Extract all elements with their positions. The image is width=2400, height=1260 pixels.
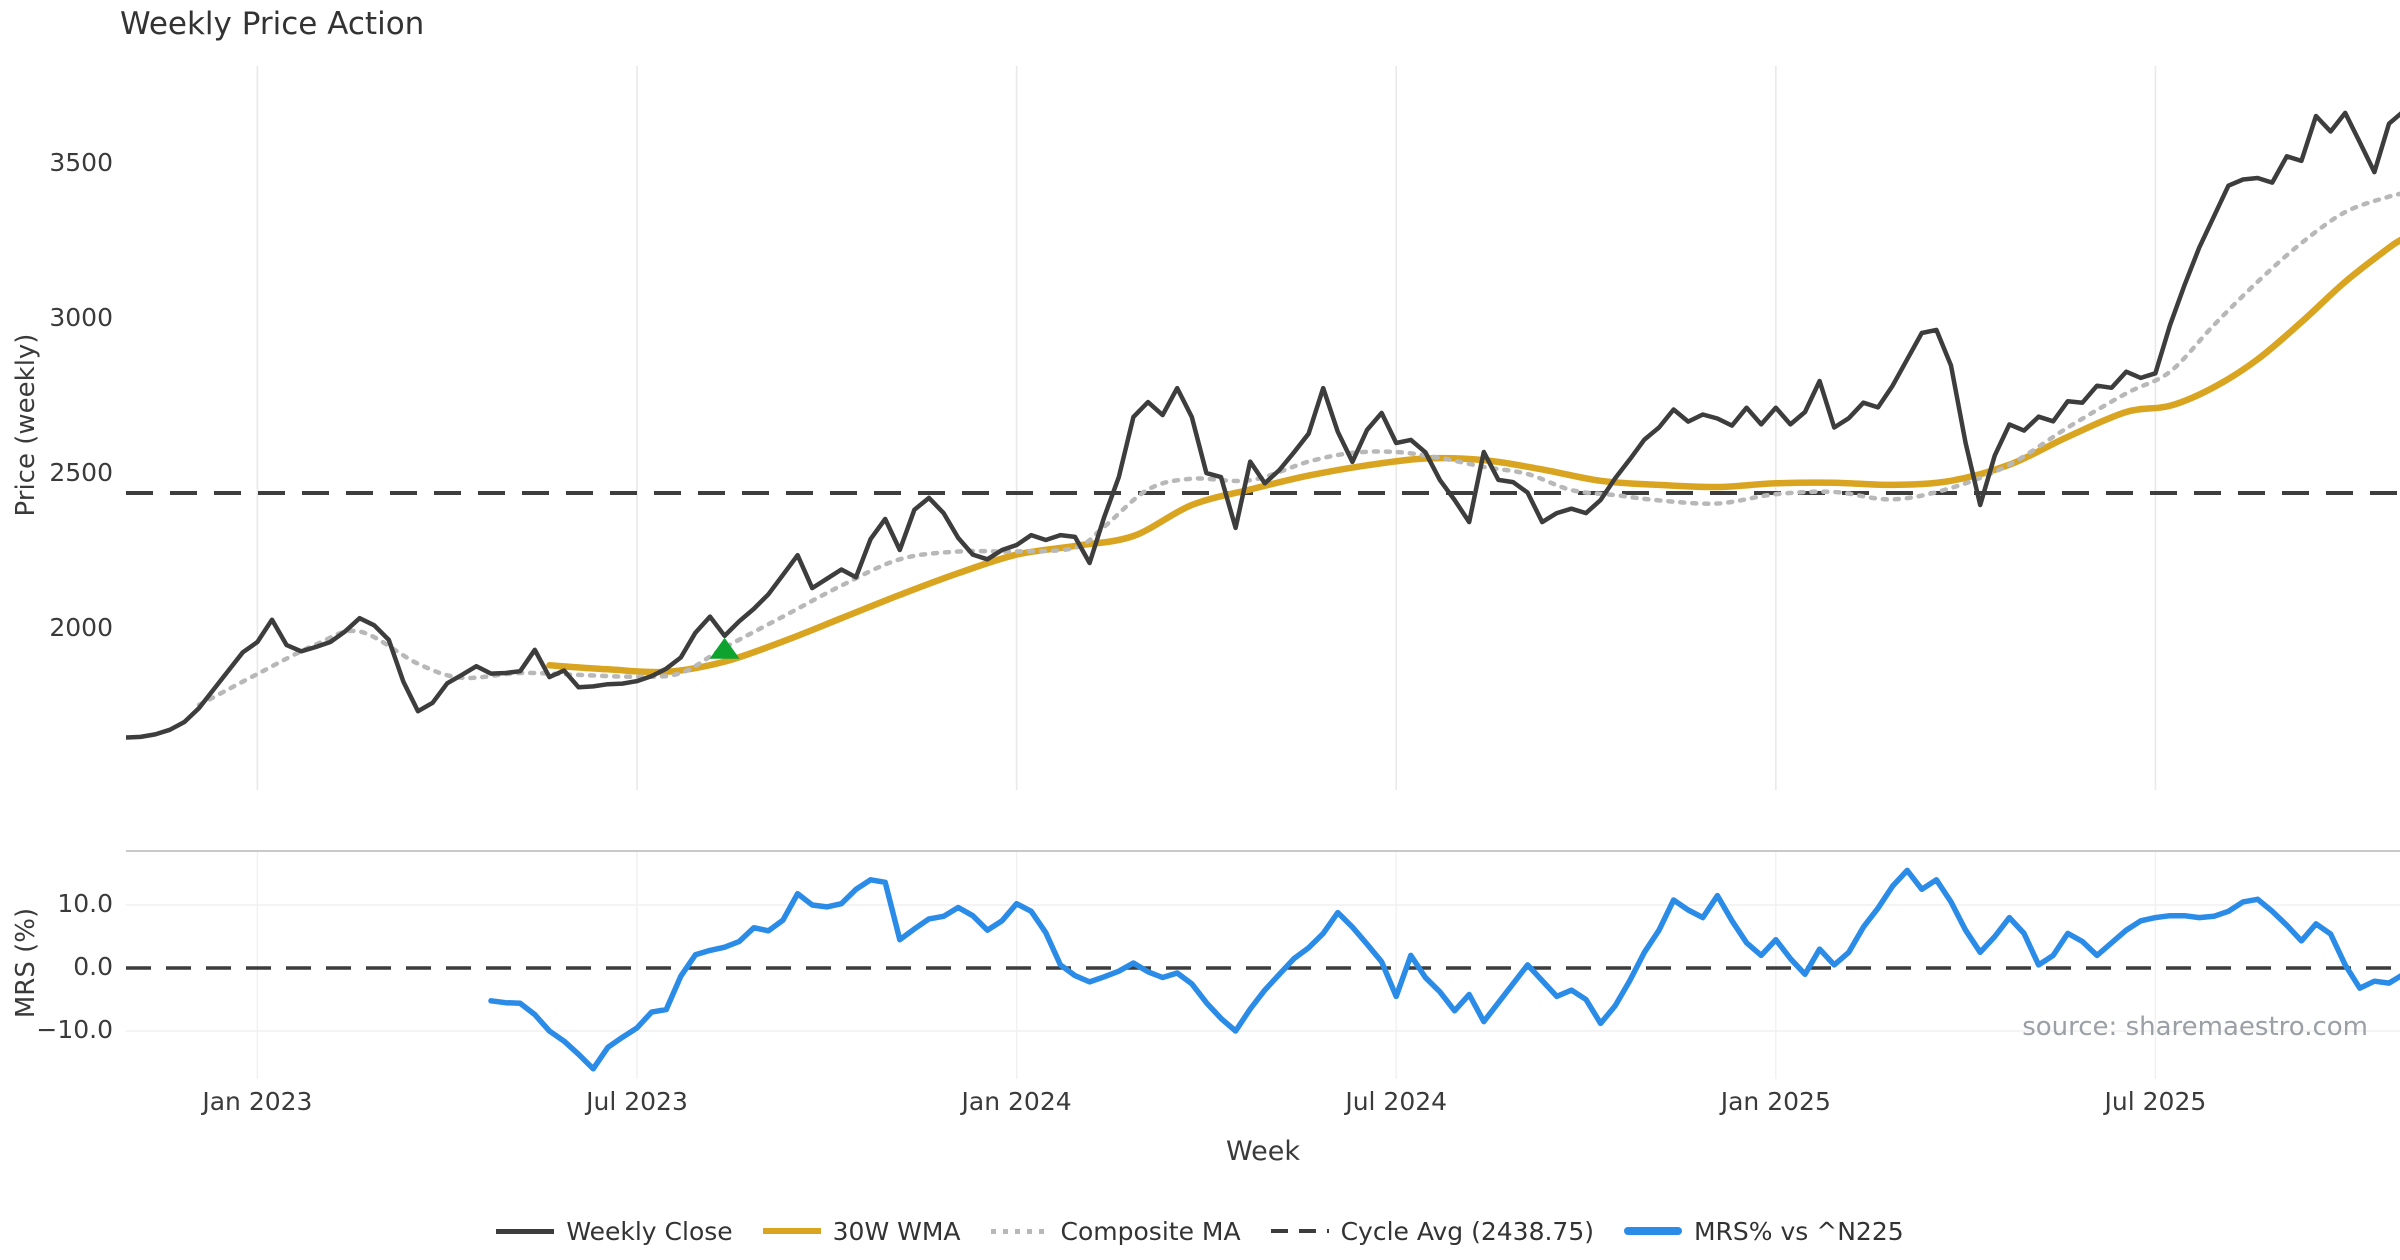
legend-item-cycle-avg: Cycle Avg (2438.75) [1270, 1216, 1594, 1246]
mrs-tick-label: −10.0 [36, 1015, 113, 1044]
legend-item-weekly-close: Weekly Close [496, 1216, 733, 1246]
legend-label: Composite MA [1060, 1216, 1241, 1246]
composite-ma-dotted-swatch-icon [990, 1228, 1049, 1234]
chart-title: Weekly Price Action [120, 6, 425, 42]
price-panel-series [126, 110, 2400, 740]
weekly-close-line-swatch-icon [496, 1228, 555, 1234]
mrs-panel-series [126, 867, 2400, 1072]
price-axis-label: Price (weekly) [11, 333, 41, 517]
x-tick-label: Jul 2024 [1345, 1087, 1448, 1116]
cycle-avg-dashed-swatch-icon [1270, 1228, 1329, 1234]
wma-line-swatch-icon [762, 1227, 821, 1235]
composite-ma-line [196, 191, 2400, 708]
x-tick-label: Jan 2023 [202, 1087, 313, 1116]
legend-item-mrs: MRS% vs ^N225 [1623, 1216, 1904, 1246]
legend-label: Weekly Close [566, 1216, 733, 1246]
x-tick-label: Jan 2025 [1720, 1087, 1831, 1116]
price-tick-label: 2000 [49, 613, 113, 642]
legend-item-30w-wma: 30W WMA [762, 1216, 961, 1246]
mrs-line [488, 867, 2400, 1072]
legend-label: Cycle Avg (2438.75) [1340, 1216, 1594, 1246]
price-tick-label: 2500 [49, 458, 113, 487]
legend: Weekly Close 30W WMA Composite MA Cycle … [0, 1210, 2400, 1252]
mrs-line-swatch-icon [1623, 1227, 1682, 1235]
wma-line [546, 236, 2400, 676]
x-axis-label: Week [1226, 1136, 1300, 1167]
x-tick-label: Jul 2025 [2104, 1087, 2207, 1116]
x-tick-label: Jul 2023 [586, 1087, 688, 1116]
price-tick-label: 3500 [49, 148, 113, 177]
legend-label: 30W WMA [832, 1216, 961, 1246]
source-note: source: sharemaestro.com [2022, 1012, 2368, 1042]
x-tick-label: Jan 2024 [961, 1087, 1072, 1116]
legend-label: MRS% vs ^N225 [1693, 1216, 1904, 1246]
gridlines [126, 66, 2400, 1079]
price-tick-label: 3000 [49, 303, 113, 332]
mrs-tick-label: 10.0 [57, 889, 113, 918]
legend-item-composite-ma: Composite MA [990, 1216, 1241, 1246]
green-triangle-marker [709, 637, 740, 659]
mrs-tick-label: 0.0 [73, 952, 113, 981]
weekly-close-line [126, 110, 2400, 740]
